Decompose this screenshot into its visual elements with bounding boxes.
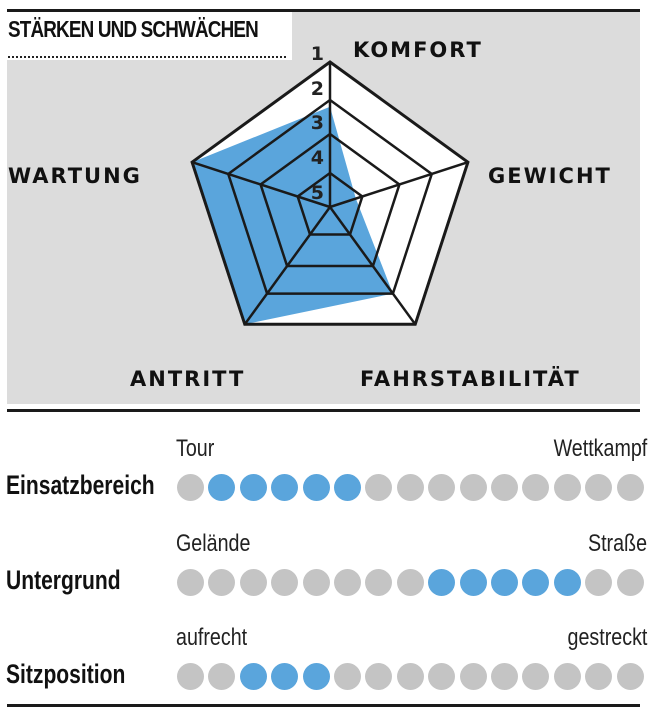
scale-dot xyxy=(459,663,487,690)
radar-spoke xyxy=(191,161,331,209)
radar-chart: 1 2 3 4 5 KOMFORT GEWICHT FAHRSTABILITÄT ANTRITT… xyxy=(8,38,612,391)
scale-dot-active xyxy=(271,474,299,501)
scale-dot-active xyxy=(459,569,487,596)
scale-dot xyxy=(491,474,518,501)
scale-dot-active xyxy=(271,663,299,690)
scale-right-label: Wettkampf xyxy=(553,435,647,462)
top-rule xyxy=(7,9,640,12)
title-dotted-underline xyxy=(8,56,286,58)
scale-dot xyxy=(239,569,267,596)
radar-axis-label: WARTUNG xyxy=(8,164,142,188)
scale-dot xyxy=(522,474,550,501)
scale-dot xyxy=(365,663,393,690)
radar-axis-label: KOMFORT xyxy=(353,38,483,62)
scale-right-label: Straße xyxy=(587,530,647,557)
radar-spoke xyxy=(243,206,332,326)
scale-dot xyxy=(616,474,644,501)
scale-dot-active xyxy=(491,569,518,596)
radar-ring-4 xyxy=(296,171,364,236)
radar-scale-label: 2 xyxy=(311,78,324,100)
radar-scale-label: 4 xyxy=(311,147,324,169)
scale-dot xyxy=(334,569,361,596)
scale-row-label: Einsatzbereich xyxy=(6,470,155,500)
radar-spoke xyxy=(328,206,417,326)
scale-dot xyxy=(428,474,456,501)
scale-dot xyxy=(585,474,613,501)
scale-dot xyxy=(334,663,361,690)
scale-dot xyxy=(177,569,204,596)
scale-dot xyxy=(616,663,644,690)
radar-scale-label: 1 xyxy=(311,43,324,65)
scale-dot-active xyxy=(522,569,550,596)
radar-ring-3 xyxy=(259,132,401,268)
radar-ring-2 xyxy=(226,98,434,295)
radar-value-area xyxy=(192,106,393,325)
scale-dot-active xyxy=(208,474,236,501)
scale-dot xyxy=(365,569,393,596)
scale-dot xyxy=(365,474,393,501)
scale-dot xyxy=(553,663,581,690)
scale-dot-active xyxy=(239,474,267,501)
scale-row-label: Untergrund xyxy=(6,565,121,595)
radar-ring-1 xyxy=(190,60,470,326)
radar-scale-label: 3 xyxy=(311,112,324,134)
scale-dot xyxy=(553,474,581,501)
scale-dot-active xyxy=(428,569,456,596)
radar-axis-label: ANTRITT xyxy=(130,367,245,391)
scale-left-label: Tour xyxy=(176,435,215,462)
title-box xyxy=(7,12,292,60)
scale-left-label: Gelände xyxy=(176,530,251,557)
scale-dot xyxy=(177,474,204,501)
scale-dot xyxy=(396,474,424,501)
scale-left-label: aufrecht xyxy=(176,624,248,651)
scale-dot xyxy=(585,663,613,690)
radar-axis-label: GEWICHT xyxy=(488,164,612,188)
scale-row-label: Sitzposition xyxy=(6,659,126,689)
radar-scale-label: 5 xyxy=(311,182,324,204)
scale-dot xyxy=(459,474,487,501)
scale-dot xyxy=(302,569,330,596)
middle-rule xyxy=(7,409,640,412)
scale-dot-active xyxy=(553,569,581,596)
scale-dot xyxy=(396,569,424,596)
bottom-rule xyxy=(7,704,640,707)
section-title: STÄRKEN UND SCHWÄCHEN xyxy=(8,16,259,42)
scale-dot xyxy=(208,663,236,690)
scale-dot xyxy=(616,569,644,596)
scale-right-label: gestreckt xyxy=(567,624,647,651)
radar-spoke xyxy=(329,161,469,209)
scale-dot-active xyxy=(302,663,330,690)
scale-dot xyxy=(177,663,204,690)
scale-dot xyxy=(428,663,456,690)
radar-axis-label: FAHRSTABILITÄT xyxy=(360,366,581,391)
scale-dot xyxy=(585,569,613,596)
scale-dot-active xyxy=(334,474,361,501)
scale-dot xyxy=(396,663,424,690)
scale-dot xyxy=(522,663,550,690)
scale-dot xyxy=(208,569,236,596)
scale-dot-active xyxy=(239,663,267,690)
scale-dot xyxy=(491,663,518,690)
scale-dot xyxy=(271,569,299,596)
scale-dot-active xyxy=(302,474,330,501)
